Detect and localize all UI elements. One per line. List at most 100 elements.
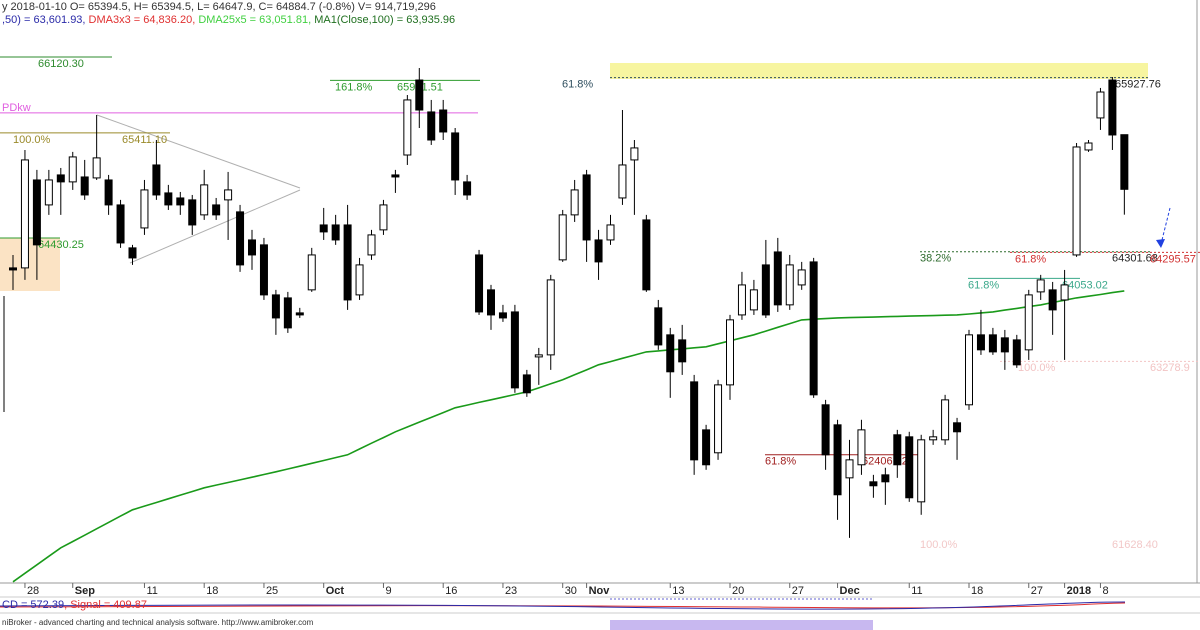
candle-body	[965, 334, 973, 406]
candle-body	[200, 184, 209, 216]
candle-body	[666, 334, 675, 373]
candle-body	[773, 251, 782, 306]
candle-body	[331, 224, 340, 241]
candle-body	[546, 279, 555, 356]
candle-body	[857, 429, 866, 466]
x-tick-label: 25	[266, 585, 278, 597]
candle-body	[570, 189, 579, 216]
candle-body	[714, 384, 723, 454]
x-tick-label: 23	[505, 585, 517, 597]
x-tick-label: Oct	[326, 585, 345, 597]
level-label: 64053.02	[1062, 279, 1108, 291]
candle-body	[56, 174, 65, 183]
level-label: 66120.30	[38, 58, 84, 70]
candle-body	[1000, 337, 1009, 353]
trend-line	[129, 189, 301, 264]
level-label: 65927.76	[1115, 78, 1161, 90]
header-line: y 2018-01-10 O= 65394.5, H= 65394.5, L= …	[2, 1, 436, 13]
candle-body	[929, 436, 938, 441]
level-pct: 61.8%	[968, 279, 999, 291]
candle-body	[988, 334, 997, 353]
candle-body	[283, 297, 292, 329]
candle-body	[1012, 339, 1021, 366]
level-pct: 100.0%	[13, 134, 51, 146]
candle-body	[1024, 294, 1033, 351]
macd-line	[0, 601, 1126, 610]
candle-body	[1036, 279, 1045, 293]
candle-body	[68, 156, 77, 183]
x-tick-label: 20	[732, 585, 744, 597]
candle-body	[391, 174, 400, 178]
candle-body	[379, 204, 388, 231]
candle-body	[785, 264, 794, 306]
header-segment: ,50) = 63,601.93,	[2, 14, 89, 26]
candle-body	[44, 179, 53, 206]
x-tick-label: 16	[445, 585, 457, 597]
level-pct: 61.8%	[1015, 253, 1046, 265]
candle-body	[1120, 134, 1129, 190]
header-line: ,50) = 63,601.93, DMA3x3 = 64,836.20, DM…	[2, 14, 455, 26]
header-segment: DMA3x3 = 64,836.20,	[89, 14, 199, 26]
candle-body	[642, 219, 651, 291]
candle-body	[140, 189, 149, 229]
x-tick-label: 2018	[1067, 585, 1091, 597]
level-pct: 161.8%	[335, 81, 373, 93]
candle-body	[498, 312, 507, 319]
level-label: 61628.40	[1112, 539, 1158, 551]
arrow	[1160, 207, 1171, 245]
candle-body	[845, 459, 854, 479]
candle-body	[582, 174, 591, 241]
candle-body	[248, 239, 256, 256]
candle-body	[128, 247, 137, 259]
level-label: 64430.25	[38, 239, 84, 251]
candle-body	[917, 439, 926, 503]
candle-body	[726, 319, 734, 386]
arrow-head	[1156, 239, 1165, 248]
header-segment: MA1(Close,100) = 63,935.96	[314, 14, 455, 26]
x-tick-label: 27	[792, 585, 804, 597]
candle-body	[893, 434, 902, 466]
candle-body	[797, 269, 806, 286]
candle-body	[355, 264, 364, 296]
candle-body	[905, 436, 914, 499]
candle-body	[510, 311, 519, 389]
trend-line	[96, 114, 301, 189]
candle-body	[439, 109, 448, 133]
x-tick-label: 11	[146, 585, 157, 597]
x-tick-label: 18	[971, 585, 983, 597]
candle-body	[1048, 289, 1057, 311]
x-tick-label: 18	[206, 585, 218, 597]
level-label: 64301.68	[1112, 253, 1158, 265]
candle-body	[761, 264, 770, 316]
level-pct: 100.0%	[920, 539, 958, 551]
candle-body	[953, 422, 962, 433]
header-segment: CD = 572.39	[2, 599, 64, 611]
zone	[610, 63, 1148, 79]
level-label: 64295.57	[1150, 253, 1196, 265]
candle-body	[224, 189, 233, 201]
level-label: 65411.10	[122, 134, 167, 146]
candle-body	[881, 474, 890, 483]
level-label: 63278.9	[1150, 362, 1190, 374]
candle-body	[451, 132, 460, 181]
candle-body	[558, 214, 567, 261]
footer: niBroker - advanced charting and technic…	[2, 618, 314, 627]
candle-body	[487, 289, 495, 316]
candle-body	[20, 159, 29, 269]
candle-body	[1060, 284, 1069, 301]
scroll-thumb[interactable]	[610, 620, 873, 630]
header-line: CD = 572.39, Signal = 409.87	[2, 599, 147, 611]
candle-body	[92, 157, 101, 179]
x-tick-label: Sep	[75, 585, 95, 597]
candle-body	[1096, 91, 1105, 119]
candle-body	[941, 399, 950, 441]
candle-body	[869, 481, 878, 487]
candle-body	[594, 239, 603, 263]
moving-average	[12, 290, 1125, 583]
candle-body	[427, 111, 436, 141]
level-pct: 61.8%	[562, 78, 593, 90]
candle-body	[176, 197, 185, 206]
candle-body	[702, 429, 711, 466]
candle-body	[307, 254, 316, 291]
